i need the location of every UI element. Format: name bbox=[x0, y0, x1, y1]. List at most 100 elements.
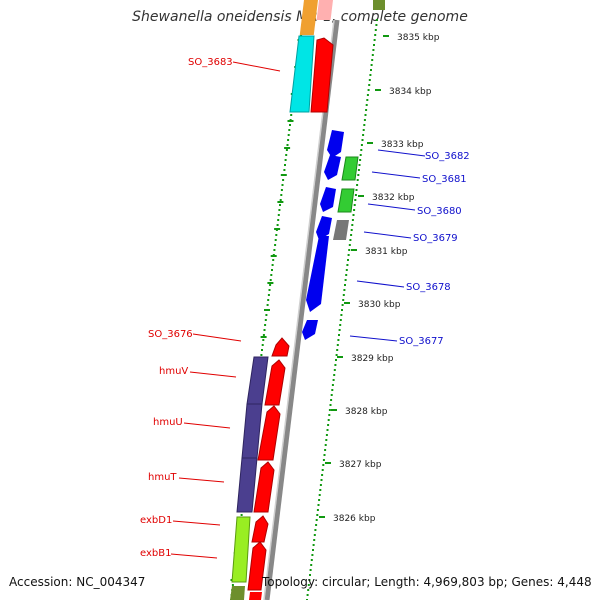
ruler-dot-right bbox=[371, 54, 374, 56]
gene-hmuu-purple bbox=[241, 403, 263, 459]
ruler-dot-right bbox=[347, 254, 350, 256]
ruler-dot-right bbox=[306, 594, 309, 596]
ruler-dot-right bbox=[319, 484, 322, 486]
gene-label-left: exbD1 bbox=[140, 515, 172, 526]
ruler-dot-right bbox=[330, 394, 333, 396]
ruler-dot-right bbox=[326, 429, 329, 431]
gene-label-right: SO_3677 bbox=[399, 336, 444, 347]
gene-label-left: hmuT bbox=[148, 472, 177, 483]
ruler-dot-right bbox=[348, 249, 351, 251]
ruler-dot-right bbox=[341, 304, 344, 306]
ruler-dot-left bbox=[282, 179, 285, 181]
ruler-dot-right bbox=[338, 334, 340, 336]
ruler-dot-right bbox=[361, 139, 364, 141]
gene-label-leader bbox=[189, 371, 237, 378]
ruler-dot-right bbox=[351, 224, 354, 226]
ruler-dot-right bbox=[316, 509, 319, 511]
ruler-dot-left bbox=[268, 289, 271, 291]
ruler-dot-right bbox=[345, 274, 348, 276]
ruler-dot-right bbox=[339, 319, 342, 321]
kbp-tick-label: 3829 kbp bbox=[351, 354, 394, 364]
ruler-dot-left bbox=[276, 224, 279, 226]
ruler-dot-right bbox=[354, 199, 357, 201]
ruler-dot-right bbox=[342, 294, 345, 296]
ruler-dot-right bbox=[323, 454, 326, 456]
ruler-dot-left bbox=[279, 204, 281, 206]
ruler-dot-right bbox=[365, 109, 368, 111]
gene-label-leader bbox=[367, 203, 416, 211]
ruler-dot-left bbox=[279, 199, 282, 201]
ruler-dot-left bbox=[262, 339, 265, 341]
ruler-dot-right bbox=[366, 94, 369, 96]
gene-hmuv-arrow bbox=[264, 359, 286, 406]
ruler-dot-left bbox=[267, 294, 270, 296]
ruler-dot-right bbox=[346, 264, 349, 266]
gene-so3682 bbox=[327, 130, 344, 158]
gene-olive-bottom bbox=[230, 586, 245, 600]
gene-label-leader bbox=[371, 171, 421, 179]
ruler-dot-right bbox=[309, 569, 312, 571]
ruler-dot-left bbox=[287, 134, 290, 136]
ruler-dot-right bbox=[359, 159, 362, 161]
ruler-dot-left bbox=[285, 149, 288, 151]
ruler-dot-right bbox=[363, 124, 366, 126]
ruler-dot-right bbox=[330, 399, 333, 401]
gene-label-leader bbox=[363, 231, 412, 239]
ruler-dot-right bbox=[329, 404, 332, 406]
gene-label-leader bbox=[178, 477, 225, 483]
ruler-dot-right bbox=[328, 409, 331, 411]
ruler-dot-left bbox=[263, 329, 266, 331]
kbp-tick-label: 3827 kbp bbox=[339, 460, 382, 470]
ruler-dot-right bbox=[355, 189, 358, 191]
ruler-dot-right bbox=[337, 339, 340, 341]
ruler-dot-right bbox=[373, 39, 376, 41]
ruler-dot-right bbox=[328, 414, 331, 416]
gene-label-left: exbB1 bbox=[140, 548, 171, 559]
ruler-dot-right bbox=[368, 84, 371, 86]
ruler-dot-right bbox=[320, 479, 323, 481]
ruler-dot-left bbox=[277, 219, 280, 221]
ruler-dot-right bbox=[343, 289, 346, 291]
ruler-dot-left bbox=[274, 239, 277, 241]
ruler-dot-right bbox=[327, 424, 330, 426]
ruler-dot-right bbox=[331, 389, 334, 391]
gene-red-arrow-top bbox=[310, 37, 334, 113]
ruler-dot-right bbox=[354, 194, 357, 196]
gene-label-leader bbox=[172, 520, 221, 526]
left-gene-labels: SO_3683 SO_3676 hmuV hmuU hmuT exbD1 exbB1 bbox=[140, 57, 281, 559]
ruler-dot-left bbox=[289, 124, 291, 126]
ruler-dot-right bbox=[319, 489, 322, 491]
gene-label-left: SO_3683 bbox=[188, 57, 233, 68]
ruler-dot-right bbox=[335, 359, 337, 361]
ruler-dot-left bbox=[278, 209, 281, 211]
ruler-dot-left bbox=[277, 214, 280, 216]
ruler-dot-right bbox=[349, 239, 352, 241]
ruler-dot-right bbox=[308, 579, 311, 581]
ruler-dot-right bbox=[371, 59, 374, 61]
kbp-tick-label: 3833 kbp bbox=[381, 140, 424, 150]
ruler-dot-left bbox=[269, 279, 272, 281]
ruler-dot-left bbox=[240, 514, 243, 516]
kbp-tick-label: 3834 kbp bbox=[389, 87, 432, 97]
gene-hmuu-arrow bbox=[257, 405, 281, 461]
ruler-dot-right bbox=[311, 554, 314, 556]
gene-label-leader bbox=[170, 553, 218, 559]
ruler-dot-left bbox=[265, 314, 268, 316]
gene-hmut-purple bbox=[236, 457, 258, 513]
ruler-dot-right bbox=[356, 184, 359, 186]
gene-label-leader bbox=[356, 280, 405, 288]
gene-label-leader bbox=[377, 149, 426, 157]
ruler-dot-right bbox=[362, 134, 365, 136]
ruler-dot-right bbox=[325, 434, 328, 436]
right-gene-labels: SO_3682 SO_3681 SO_3680 SO_3679 SO_3678 SO_36… bbox=[349, 149, 470, 347]
ruler-dot-right bbox=[362, 129, 365, 131]
gene-red-bottom bbox=[249, 592, 262, 600]
gene-pink-top bbox=[316, 0, 333, 20]
ruler-dot-right bbox=[369, 74, 372, 76]
gene-label-right: SO_3680 bbox=[417, 206, 462, 217]
ruler-dot-right bbox=[310, 564, 313, 566]
gene-orange-top bbox=[299, 0, 318, 35]
ruler-dot-left bbox=[231, 584, 234, 586]
kbp-tick-label: 3828 kbp bbox=[345, 407, 388, 417]
